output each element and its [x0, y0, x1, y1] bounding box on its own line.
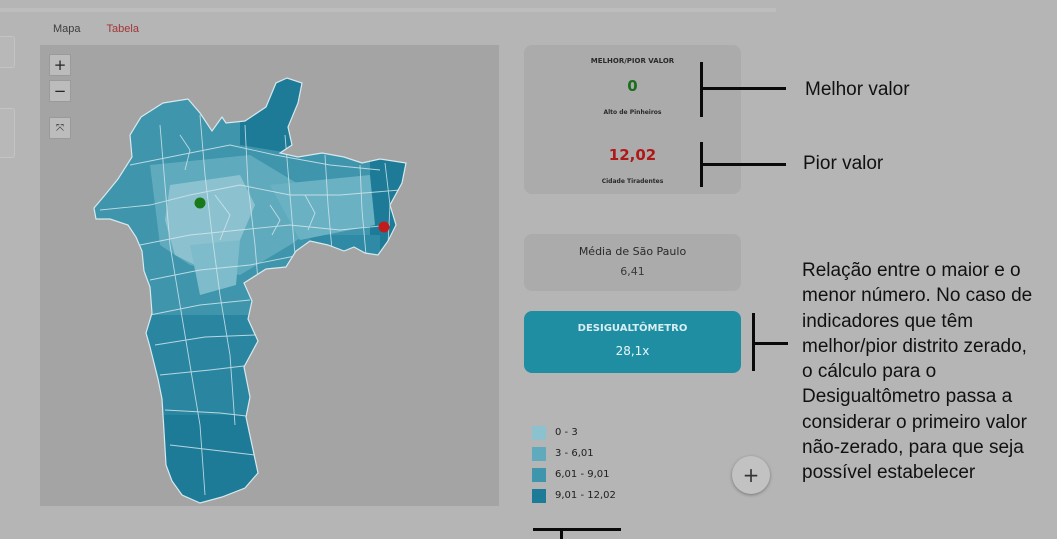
- worst-district-name: Cidade Tiradentes: [601, 178, 664, 185]
- add-button[interactable]: +: [732, 456, 770, 494]
- legend-swatch: [532, 425, 546, 440]
- legend-label: 9,01 - 12,02: [555, 490, 616, 501]
- best-worst-card: MELHOR/PIOR VALOR 0 Alto de Pinheiros 12…: [524, 45, 741, 194]
- map-legend: 0 - 3 3 - 6,01 6,01 - 9,01 9,01 - 12,02: [532, 422, 616, 506]
- annotation-line-legend: [533, 528, 621, 531]
- annotation-best-label: Melhor valor: [805, 79, 910, 100]
- annotation-worst-label: Pior valor: [803, 153, 884, 174]
- legend-item: 3 - 6,01: [532, 443, 616, 464]
- worst-value: 12,02: [608, 146, 657, 164]
- best-worst-title: MELHOR/PIOR VALOR: [590, 57, 675, 65]
- average-title: Média de São Paulo: [578, 245, 687, 258]
- desigualtometro-title: DESIGUALTÔMETRO: [577, 323, 688, 334]
- annotation-bracket-legend: [560, 528, 563, 539]
- legend-label: 0 - 3: [555, 427, 578, 438]
- legend-swatch: [532, 467, 546, 482]
- view-tabs: Mapa Tabela: [40, 14, 513, 44]
- zoom-in-button[interactable]: +: [49, 54, 71, 76]
- annotation-line-desigualtometro: [752, 342, 788, 345]
- legend-swatch: [532, 488, 546, 503]
- sao-paulo-district-map[interactable]: [40, 45, 499, 506]
- top-divider: [0, 8, 776, 12]
- left-sidebar-strip: [0, 0, 30, 539]
- legend-label: 3 - 6,01: [555, 448, 594, 459]
- best-district-marker[interactable]: [194, 197, 206, 209]
- best-value: 0: [627, 77, 638, 95]
- sidebar-control[interactable]: [0, 36, 15, 68]
- worst-district-marker[interactable]: [378, 221, 390, 233]
- tab-tabela[interactable]: Tabela: [106, 23, 139, 35]
- desigualtometro-card: DESIGUALTÔMETRO 28,1x: [524, 311, 741, 373]
- zoom-out-button[interactable]: −: [49, 80, 71, 102]
- legend-label: 6,01 - 9,01: [555, 469, 610, 480]
- average-value: 6,41: [620, 265, 645, 278]
- tab-mapa[interactable]: Mapa: [53, 23, 81, 35]
- best-district-name: Alto de Pinheiros: [603, 109, 662, 116]
- average-card: Média de São Paulo 6,41: [524, 234, 741, 291]
- fullscreen-button[interactable]: ⤧: [49, 117, 71, 139]
- legend-item: 9,01 - 12,02: [532, 485, 616, 506]
- legend-item: 0 - 3: [532, 422, 616, 443]
- desigualtometro-value: 28,1x: [615, 344, 650, 358]
- sidebar-control[interactable]: [0, 108, 15, 158]
- annotation-line-best: [700, 87, 786, 90]
- annotation-line-worst: [700, 163, 786, 166]
- annotation-description: Relação entre o maior e o menor número. …: [802, 260, 1033, 484]
- map-panel[interactable]: + − ⤧: [40, 45, 499, 506]
- legend-item: 6,01 - 9,01: [532, 464, 616, 485]
- legend-swatch: [532, 446, 546, 461]
